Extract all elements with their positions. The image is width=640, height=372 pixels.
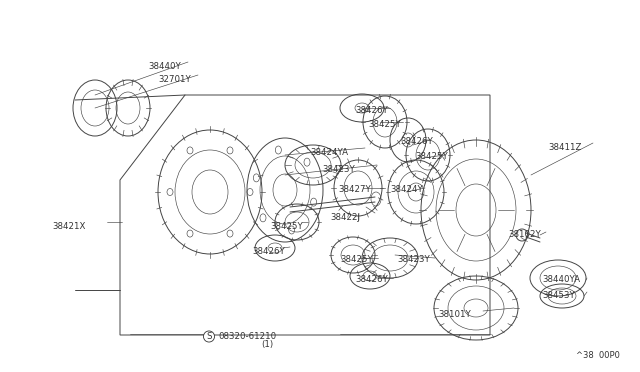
Text: 38422J: 38422J xyxy=(330,213,360,222)
Text: 38440YA: 38440YA xyxy=(542,275,580,284)
Text: 38440Y: 38440Y xyxy=(148,62,180,71)
Text: 38426Y: 38426Y xyxy=(355,106,388,115)
Text: 38423Y: 38423Y xyxy=(322,165,355,174)
Text: ^38  00P0: ^38 00P0 xyxy=(576,351,620,360)
Text: 38425Y: 38425Y xyxy=(415,152,448,161)
Text: 38425Y: 38425Y xyxy=(340,255,372,264)
Text: 38425Y: 38425Y xyxy=(368,120,401,129)
Text: 38411Z: 38411Z xyxy=(548,143,581,152)
Text: 38101Y: 38101Y xyxy=(438,310,471,319)
Text: 38426Y: 38426Y xyxy=(400,137,433,146)
Text: (1): (1) xyxy=(261,340,273,349)
Text: 38426Y: 38426Y xyxy=(355,275,388,284)
Text: 08320-61210: 08320-61210 xyxy=(218,332,276,341)
Text: 38424YA: 38424YA xyxy=(310,148,348,157)
Text: 38423Y: 38423Y xyxy=(397,255,429,264)
Text: 38427Y: 38427Y xyxy=(338,185,371,194)
Text: S: S xyxy=(206,332,212,341)
Text: 32701Y: 32701Y xyxy=(158,75,191,84)
Text: 38453Y: 38453Y xyxy=(542,291,575,300)
Text: 38102Y: 38102Y xyxy=(508,230,541,239)
Text: 38426Y: 38426Y xyxy=(252,247,285,256)
Text: 38425Y: 38425Y xyxy=(270,222,303,231)
Text: 38421X: 38421X xyxy=(52,222,85,231)
Text: 38424Y: 38424Y xyxy=(390,185,423,194)
